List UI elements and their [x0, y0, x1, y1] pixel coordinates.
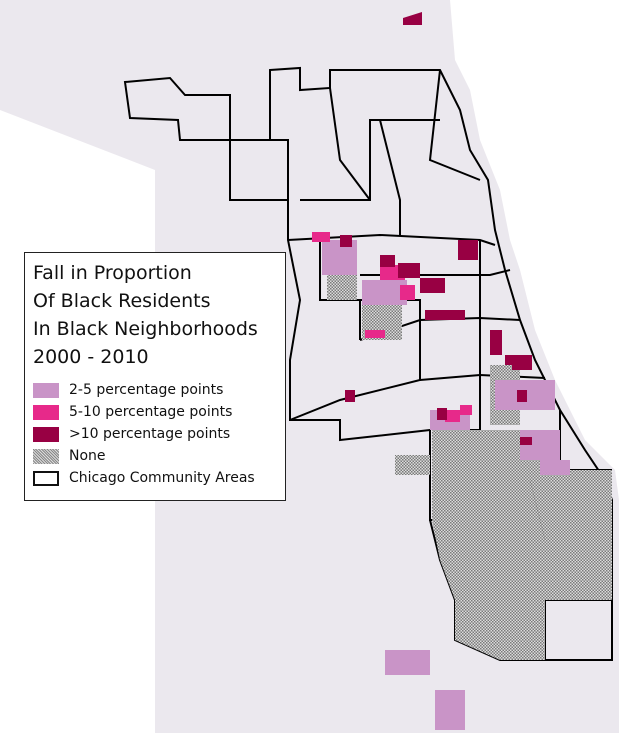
legend-swatch — [33, 448, 59, 464]
legend-item-5-10: 5-10 percentage points — [33, 401, 285, 423]
map-legend: Fall in Proportion Of Black Residents In… — [24, 252, 286, 501]
legend-item-community-areas: Chicago Community Areas — [33, 467, 285, 489]
legend-label: 2-5 percentage points — [69, 382, 224, 398]
legend-title-line: Of Black Residents — [33, 290, 211, 312]
legend-item-over-10: >10 percentage points — [33, 423, 285, 445]
legend-swatch — [33, 382, 59, 398]
legend-label: 5-10 percentage points — [69, 404, 233, 420]
legend-swatch — [33, 426, 59, 442]
fall-over-10-areas — [340, 12, 532, 445]
legend-item-none: None — [33, 445, 285, 467]
legend-swatch — [33, 404, 59, 420]
legend-swatch — [33, 470, 59, 486]
legend-title-line: 2000 - 2010 — [33, 346, 149, 368]
legend-title: Fall in Proportion Of Black Residents In… — [33, 259, 285, 371]
legend-label: >10 percentage points — [69, 426, 231, 442]
legend-label: None — [69, 448, 106, 464]
city-boundary — [229, 66, 613, 661]
legend-title-line: In Black Neighborhoods — [33, 318, 258, 340]
legend-label: Chicago Community Areas — [69, 470, 255, 486]
legend-title-line: Fall in Proportion — [33, 262, 192, 284]
legend-item-2-5: 2-5 percentage points — [33, 379, 285, 401]
